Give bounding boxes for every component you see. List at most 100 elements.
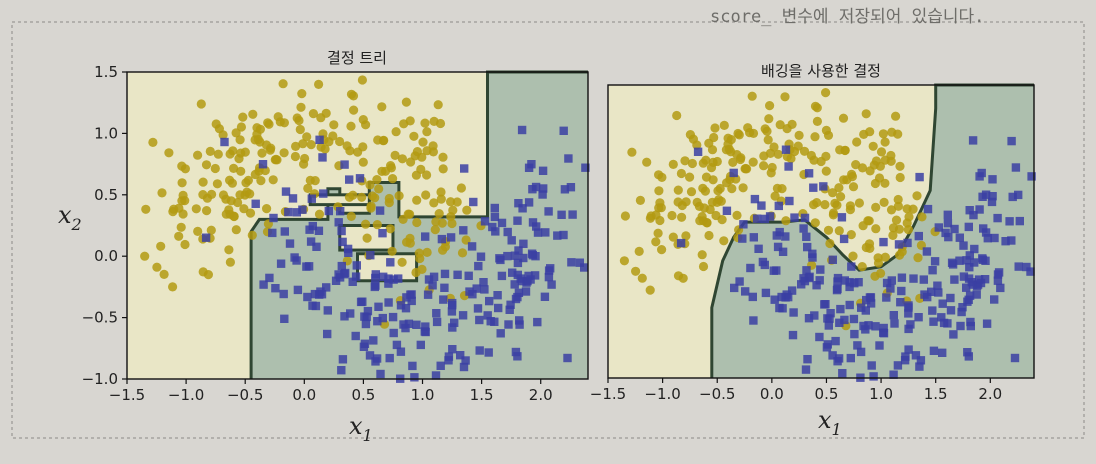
data-point-class1 xyxy=(929,346,939,355)
data-point-class0 xyxy=(210,163,220,174)
data-point-class0 xyxy=(159,269,169,279)
data-point-class1 xyxy=(340,270,349,279)
data-point-class0 xyxy=(239,204,249,214)
data-point-class1 xyxy=(459,362,469,372)
data-point-class0 xyxy=(405,209,415,219)
data-point-class1 xyxy=(982,319,992,328)
data-point-class1 xyxy=(280,227,289,236)
data-point-class0 xyxy=(871,224,881,234)
data-point-class1 xyxy=(978,255,988,264)
data-point-class1 xyxy=(840,315,849,325)
x-tick-label: 1.5 xyxy=(924,385,948,403)
data-point-class1 xyxy=(493,291,502,300)
data-point-class0 xyxy=(397,154,407,164)
data-point-class1 xyxy=(977,168,986,178)
data-point-class0 xyxy=(816,156,826,167)
data-point-class1 xyxy=(886,284,895,293)
data-point-class1 xyxy=(461,356,470,365)
data-point-class1 xyxy=(388,312,398,322)
chart-title: 결정 트리 xyxy=(327,49,387,67)
data-point-class1 xyxy=(557,210,566,219)
data-point-class0 xyxy=(893,194,903,205)
data-point-class1 xyxy=(410,373,419,382)
data-point-class0 xyxy=(799,146,810,156)
data-point-class1 xyxy=(1027,172,1036,181)
data-point-class1 xyxy=(765,212,775,221)
data-point-class1 xyxy=(437,234,447,244)
data-point-class1 xyxy=(930,257,940,266)
data-point-class1 xyxy=(446,233,456,242)
data-point-class0 xyxy=(321,108,331,118)
data-point-class1 xyxy=(897,273,907,282)
data-point-class0 xyxy=(418,137,428,147)
data-point-class1 xyxy=(335,273,345,282)
data-point-class1 xyxy=(856,347,866,357)
data-point-class0 xyxy=(747,91,757,101)
data-point-class0 xyxy=(865,127,875,137)
data-point-class0 xyxy=(434,209,444,219)
data-point-class1 xyxy=(515,320,524,329)
data-point-class0 xyxy=(864,216,874,226)
data-point-class0 xyxy=(438,152,448,162)
data-point-class1 xyxy=(1014,262,1023,271)
data-point-class0 xyxy=(202,206,212,216)
data-point-class1 xyxy=(369,336,378,345)
data-point-class1 xyxy=(800,213,810,223)
data-point-class1 xyxy=(857,303,866,312)
data-point-class0 xyxy=(291,141,301,151)
data-point-class1 xyxy=(836,304,845,314)
data-point-class1 xyxy=(524,198,534,207)
data-point-class0 xyxy=(247,230,257,240)
data-point-class1 xyxy=(882,278,892,288)
data-point-class1 xyxy=(904,324,913,334)
data-point-class0 xyxy=(702,218,712,228)
data-point-class1 xyxy=(504,320,513,329)
data-point-class0 xyxy=(781,216,791,226)
data-point-class0 xyxy=(268,175,278,185)
data-point-class0 xyxy=(838,113,849,123)
data-point-class0 xyxy=(357,75,367,85)
data-point-class0 xyxy=(681,197,691,207)
data-point-class0 xyxy=(180,239,190,250)
data-point-class1 xyxy=(987,197,997,207)
data-point-class0 xyxy=(654,170,664,180)
data-point-class1 xyxy=(939,318,949,328)
data-point-class0 xyxy=(701,155,711,165)
data-point-class0 xyxy=(692,140,702,150)
data-point-class1 xyxy=(271,284,280,293)
data-point-class1 xyxy=(360,339,370,348)
data-point-class1 xyxy=(990,233,999,243)
data-point-class1 xyxy=(485,296,494,306)
data-point-class1 xyxy=(861,306,870,315)
y-axis-label: x2 xyxy=(58,201,82,234)
data-point-class0 xyxy=(462,205,472,215)
data-point-class1 xyxy=(494,303,503,313)
data-point-class1 xyxy=(897,286,906,296)
data-point-class1 xyxy=(970,244,979,254)
data-point-class1 xyxy=(308,221,317,231)
data-point-class0 xyxy=(880,252,890,262)
data-point-class1 xyxy=(432,317,442,327)
x-tick-label: 0.5 xyxy=(815,385,839,403)
data-point-class0 xyxy=(743,123,753,133)
data-point-class1 xyxy=(966,321,975,331)
data-point-class1 xyxy=(560,185,570,194)
data-point-class1 xyxy=(375,206,385,215)
data-point-class0 xyxy=(218,130,228,140)
data-point-class0 xyxy=(880,137,890,147)
data-point-class0 xyxy=(420,118,430,128)
data-point-class1 xyxy=(854,278,863,287)
data-point-class0 xyxy=(687,158,698,169)
data-point-class1 xyxy=(544,207,553,216)
data-point-class1 xyxy=(513,352,522,361)
data-point-class0 xyxy=(775,120,785,130)
data-point-class0 xyxy=(878,129,889,139)
data-point-class1 xyxy=(761,288,771,298)
data-point-class0 xyxy=(329,120,339,130)
data-point-class0 xyxy=(686,187,697,197)
data-point-class1 xyxy=(376,369,385,379)
data-point-class1 xyxy=(580,263,589,272)
data-point-class0 xyxy=(298,139,308,149)
data-point-class1 xyxy=(575,258,584,267)
data-point-class1 xyxy=(517,125,527,135)
